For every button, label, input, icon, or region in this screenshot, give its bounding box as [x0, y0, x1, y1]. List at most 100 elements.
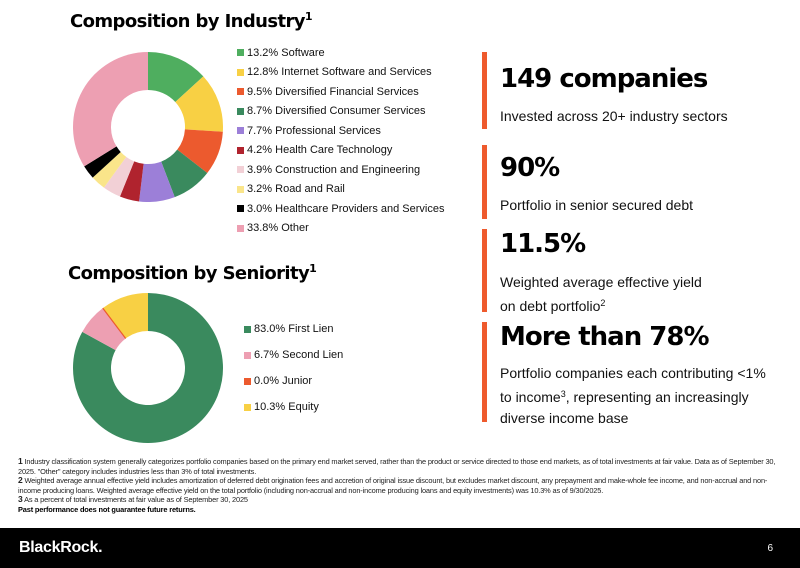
- stat-description: Portfolio in senior secured debt: [500, 195, 693, 216]
- seniority-chart-title: Composition by Seniority1: [68, 262, 317, 284]
- accent-bar: [482, 229, 487, 312]
- stat-desc-line: Portfolio companies each contributing <1…: [500, 365, 766, 381]
- legend-item-professional-services: 7.7% Professional Services: [237, 121, 444, 141]
- legend-swatch-icon: [237, 205, 244, 213]
- legend-swatch-icon: [244, 325, 251, 333]
- legend-label: 6.7% Second Lien: [254, 349, 344, 361]
- slice-diversified-financial-services: [177, 129, 223, 173]
- legend-label: 10.3% Equity: [254, 401, 319, 413]
- industry-title-footnote: 1: [304, 10, 313, 23]
- seniority-title-text: Composition by Seniority: [68, 263, 310, 284]
- legend-label: 4.2% Health Care Technology: [247, 144, 393, 157]
- stat-desc-line: Invested across 20+ industry sectors: [500, 108, 728, 124]
- legend-label: 0.0% Junior: [254, 375, 313, 387]
- stat-headline: 11.5%: [500, 229, 586, 259]
- legend-item-equity: 10.3% Equity: [244, 394, 343, 420]
- legend-item-junior: 0.0% Junior: [244, 368, 343, 394]
- seniority-legend: 83.0% First Lien 6.7% Second Lien 0.0% Jun…: [244, 316, 343, 420]
- legend-swatch-icon: [237, 49, 244, 57]
- legend-label: 3.2% Road and Rail: [247, 183, 345, 196]
- stat-desc-line: on debt portfolio: [500, 298, 601, 314]
- slice-internet-software-and-services: [175, 76, 223, 132]
- blackrock-logo: BlackRock.: [19, 539, 103, 556]
- legend-swatch-icon: [237, 146, 244, 154]
- slice-first-lien: [73, 293, 223, 443]
- footnote-number: 2: [18, 475, 23, 486]
- footnote-ref: 3: [560, 389, 566, 399]
- footnotes: 1 Industry classification system general…: [18, 456, 788, 515]
- legend-label: 8.7% Diversified Consumer Services: [247, 105, 426, 118]
- legend-label: 12.8% Internet Software and Services: [247, 66, 432, 79]
- slice-health-care-technology: [119, 161, 144, 202]
- legend-label: 9.5% Diversified Financial Services: [247, 85, 419, 98]
- legend-item-diversified-financial-services: 9.5% Diversified Financial Services: [237, 82, 444, 102]
- industry-chart-title: Composition by Industry1: [70, 10, 313, 32]
- legend-item-software: 13.2% Software: [237, 43, 444, 63]
- slice-diversified-consumer-services: [161, 149, 208, 198]
- accent-bar: [482, 52, 487, 129]
- slice-second-lien: [82, 308, 126, 351]
- legend-item-second-lien: 6.7% Second Lien: [244, 342, 343, 368]
- stat-description: Weighted average effective yield on debt …: [500, 272, 702, 317]
- legend-swatch-icon: [237, 68, 244, 76]
- seniority-title-footnote: 1: [309, 262, 317, 275]
- accent-bar: [482, 322, 487, 422]
- legend-swatch-icon: [244, 351, 251, 359]
- legend-item-first-lien: 83.0% First Lien: [244, 316, 343, 342]
- legend-swatch-icon: [244, 377, 251, 385]
- footnote-text: Industry classification system generally…: [18, 457, 776, 476]
- footnote-3: 3 As a percent of total investments at f…: [18, 495, 788, 505]
- stat-headline: More than 78%: [500, 322, 710, 352]
- legend-item-other: 33.8% Other: [237, 219, 444, 239]
- accent-bar: [482, 145, 487, 219]
- slice-other: [73, 52, 148, 167]
- footnote-text: Weighted average annual effective yield …: [18, 476, 768, 495]
- legend-label: 83.0% First Lien: [254, 323, 334, 335]
- footnote-2: 2 Weighted average annual effective yiel…: [18, 475, 788, 495]
- slice-junior: [102, 307, 127, 339]
- stat-description: Portfolio companies each contributing <1…: [500, 363, 766, 429]
- stat-desc-line: Weighted average effective yield: [500, 274, 702, 290]
- legend-swatch-icon: [237, 127, 244, 135]
- legend-item-construction-and-engineering: 3.9% Construction and Engineering: [237, 160, 444, 180]
- stat-headline: 90%: [500, 153, 560, 183]
- legend-swatch-icon: [237, 88, 244, 96]
- legend-swatch-icon: [237, 107, 244, 115]
- slice-software: [148, 52, 204, 103]
- slice-professional-services: [139, 161, 175, 202]
- legend-swatch-icon: [237, 224, 244, 232]
- stat-description: Invested across 20+ industry sectors: [500, 106, 728, 127]
- legend-label: 3.0% Healthcare Providers and Services: [247, 202, 445, 215]
- page-number: 6: [767, 543, 773, 554]
- footnote-number: 1: [18, 456, 23, 466]
- industry-legend: 13.2% Software 12.8% Internet Software an…: [237, 43, 444, 238]
- legend-swatch-icon: [237, 166, 244, 174]
- legend-item-health-care-technology: 4.2% Health Care Technology: [237, 141, 444, 161]
- disclaimer: Past performance does not guarantee futu…: [18, 504, 196, 514]
- footnote-1: 1 Industry classification system general…: [18, 456, 788, 476]
- slice-equity: [102, 293, 148, 339]
- legend-item-diversified-consumer-services: 8.7% Diversified Consumer Services: [237, 102, 444, 122]
- footer-bar: BlackRock. 6: [0, 528, 800, 568]
- legend-label: 33.8% Other: [247, 222, 309, 235]
- stat-headline: 149 companies: [500, 64, 708, 94]
- industry-title-text: Composition by Industry: [70, 11, 306, 32]
- stat-desc-line: diverse income base: [500, 410, 629, 426]
- footnote-number: 3: [18, 494, 23, 505]
- legend-label: 7.7% Professional Services: [247, 124, 381, 137]
- footnote-text: As a percent of total investments at fai…: [24, 495, 248, 505]
- stat-desc-line: Portfolio in senior secured debt: [500, 197, 693, 213]
- legend-item-road-and-rail: 3.2% Road and Rail: [237, 180, 444, 200]
- legend-item-healthcare-providers-and-services: 3.0% Healthcare Providers and Services: [237, 199, 444, 219]
- legend-label: 13.2% Software: [247, 46, 325, 59]
- slice-construction-and-engineering: [103, 156, 135, 197]
- legend-label: 3.9% Construction and Engineering: [247, 163, 421, 176]
- legend-swatch-icon: [244, 403, 251, 411]
- legend-item-internet-software-and-services: 12.8% Internet Software and Services: [237, 63, 444, 83]
- slice-healthcare-providers-and-services: [84, 146, 121, 178]
- stat-desc-line: to income: [500, 389, 561, 405]
- slice-road-and-rail: [92, 151, 127, 188]
- industry-donut-chart: [73, 52, 223, 202]
- stat-desc-line: , representing an increasingly: [565, 389, 749, 405]
- legend-swatch-icon: [237, 185, 244, 193]
